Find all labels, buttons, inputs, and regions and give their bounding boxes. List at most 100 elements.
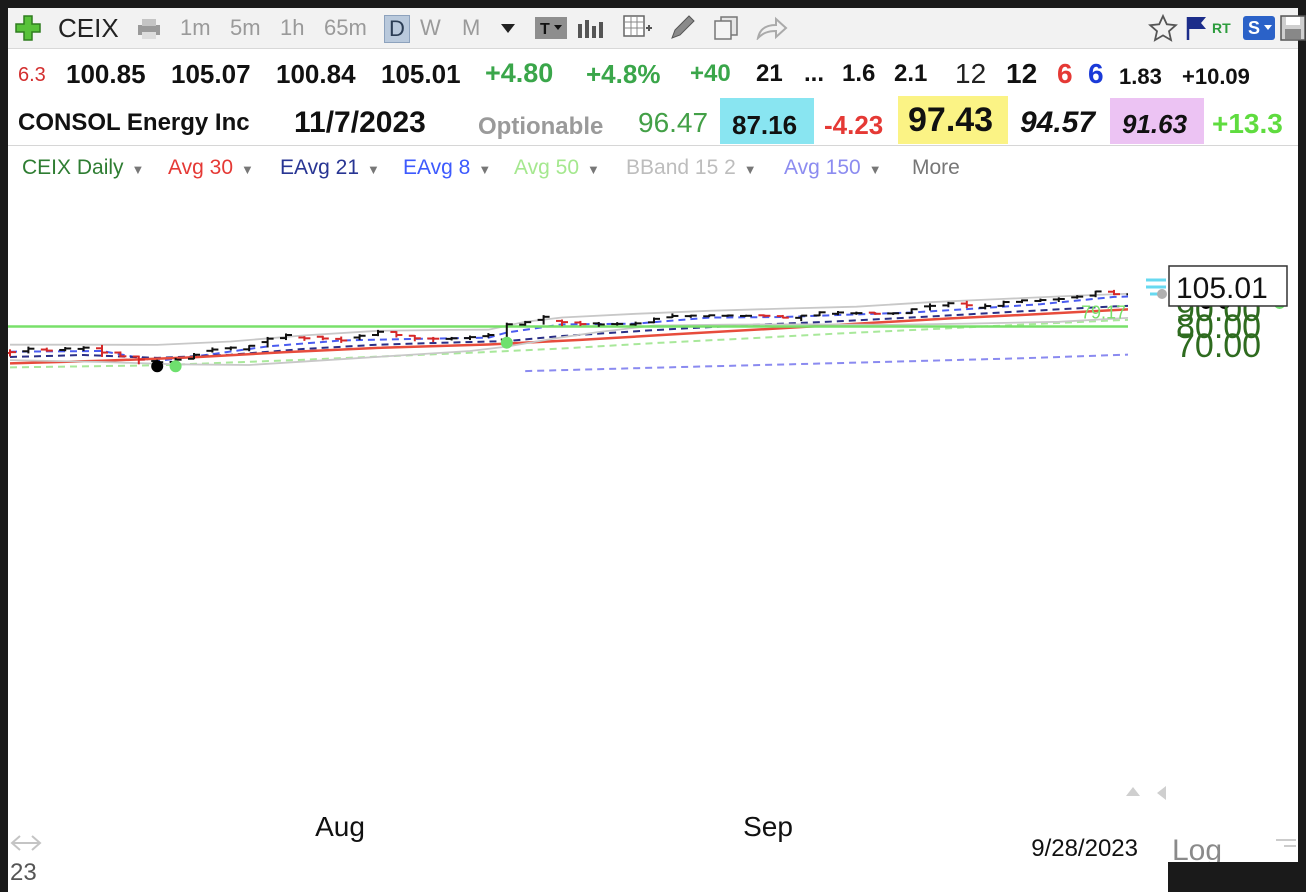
year-label: 23 [10, 859, 37, 886]
quote-open: 100.85 [66, 59, 146, 89]
s-menu-label: S [1248, 18, 1261, 38]
chevron-down-icon: ▼ [587, 162, 600, 177]
indicator-avg-150[interactable]: Avg 150 ▼ [784, 156, 882, 180]
indicator-eavg-8[interactable]: EAvg 8 ▼ [403, 156, 491, 180]
indicator-label: Avg 50 [514, 156, 579, 179]
quote-lead: 6.3 [18, 64, 46, 86]
period-daily-button[interactable]: D [384, 15, 410, 43]
indicator-label: Avg 30 [168, 156, 233, 179]
price-pointer-dot [1157, 288, 1167, 299]
ohlc-bar [243, 344, 256, 352]
pencil-icon[interactable] [668, 14, 696, 42]
series-bb_upper [10, 292, 1128, 346]
quote-v9743: 97.43 [898, 96, 1008, 144]
more-button[interactable]: More [912, 156, 960, 180]
indicator-avg-50[interactable]: Avg 50 ▼ [514, 156, 600, 180]
ohlc-bar [261, 336, 274, 348]
ohlc-bar [59, 347, 72, 352]
chevron-down-icon: ▼ [743, 162, 757, 177]
quote-v183: 1.83 [1119, 64, 1162, 89]
collapse-up-icon[interactable] [1124, 784, 1142, 798]
ohlc-bar [666, 313, 679, 319]
save-icon[interactable] [1280, 15, 1306, 41]
quote-v133: +13.3 [1212, 108, 1283, 139]
quote-v9163: 91.63 [1110, 98, 1204, 144]
ohlc-bar [96, 344, 108, 357]
quote-v9647: 96.47 [638, 107, 709, 138]
interval-5m[interactable]: 5m [230, 15, 261, 40]
copy-icon[interactable] [712, 15, 742, 41]
ohlc-bar [206, 347, 219, 353]
ohlc-bar [1126, 293, 1128, 296]
indicator-ceix-daily[interactable]: CEIX Daily ▼ [22, 156, 144, 180]
signal-dot [500, 336, 513, 349]
ohlc-bar [40, 347, 53, 352]
series-sma30 [9, 308, 1128, 365]
ohlc-bar [1089, 290, 1102, 298]
indicator-bband[interactable]: BBand 15 2 ▼ [626, 156, 757, 180]
add-study-icon[interactable] [622, 14, 654, 42]
ohlc-bar [740, 314, 752, 317]
ohlc-bar [77, 346, 90, 352]
flag-icon[interactable] [1184, 14, 1210, 42]
interval-1m[interactable]: 1m [180, 15, 211, 40]
ohlc-bar [224, 346, 237, 351]
rt-badge[interactable]: RT [1212, 20, 1231, 36]
add-symbol-icon[interactable] [14, 14, 42, 42]
ohlc-bar [298, 336, 311, 341]
ohlc-bar [1034, 298, 1047, 303]
ohlc-bar [942, 301, 955, 308]
ohlc-bar [684, 314, 697, 318]
ohlc-bar [887, 312, 900, 315]
ohlc-bar [1292, 286, 1304, 292]
interval-65m[interactable]: 65m [324, 15, 367, 40]
ohlc-bar [924, 303, 936, 311]
signal-dot [151, 360, 164, 373]
quote-v6-blue: 6 [1088, 58, 1104, 89]
ohlc-bar [960, 300, 973, 309]
share-arrow-icon[interactable] [756, 16, 788, 40]
quote-v21b: 2.1 [894, 60, 928, 87]
indicator-label: Avg 150 [784, 156, 861, 179]
text-tool-icon[interactable]: T [534, 16, 568, 40]
dropdown-arrow-icon[interactable] [500, 22, 516, 34]
ohlc-bar [188, 352, 200, 360]
ohlc-bar [795, 314, 808, 322]
header-separator [8, 145, 1298, 146]
printer-icon[interactable] [134, 17, 164, 41]
ohlc-bar [997, 300, 1010, 307]
collapse-left-icon[interactable] [1154, 784, 1168, 802]
quote-c40: +40 [690, 60, 731, 87]
ohlc-bar [703, 314, 716, 318]
y-tick-label: 70.00 [1176, 327, 1261, 365]
series-sma50 [9, 318, 1128, 369]
s-menu-icon[interactable] [1242, 15, 1276, 41]
resize-handle-icon[interactable] [1274, 836, 1298, 850]
quote-change-pct: +4.8% [586, 59, 661, 89]
quote-ellipsis: ... [804, 60, 825, 87]
symbol-label[interactable]: CEIX [58, 13, 119, 43]
interval-1h[interactable]: 1h [280, 15, 305, 40]
log-scale-toggle[interactable]: Log [1172, 834, 1222, 867]
ohlc-bar [8, 349, 16, 357]
period-monthly-button[interactable]: M [462, 15, 481, 40]
quote-v12b: 12 [1006, 58, 1038, 89]
signal-dot [169, 360, 182, 373]
quote-high: 105.07 [171, 59, 251, 89]
indicator-avg-30[interactable]: Avg 30 ▼ [168, 156, 254, 180]
quote-v12a: 12 [955, 58, 987, 89]
period-weekly-button[interactable]: W [420, 15, 441, 40]
level-line-label: 79.17 [1081, 302, 1126, 322]
ohlc-bar [114, 351, 127, 358]
indicator-eavg-21[interactable]: EAvg 21 ▼ [280, 156, 380, 180]
ohlc-bar [427, 336, 440, 343]
pan-arrows-icon[interactable] [10, 832, 42, 854]
star-icon[interactable] [1148, 14, 1178, 42]
ohlc-bar [905, 308, 918, 315]
date-label: 9/28/2023 [1031, 835, 1138, 862]
ohlc-bar [850, 311, 863, 315]
bar-chart-icon[interactable] [576, 16, 604, 40]
ohlc-bar [280, 333, 292, 341]
